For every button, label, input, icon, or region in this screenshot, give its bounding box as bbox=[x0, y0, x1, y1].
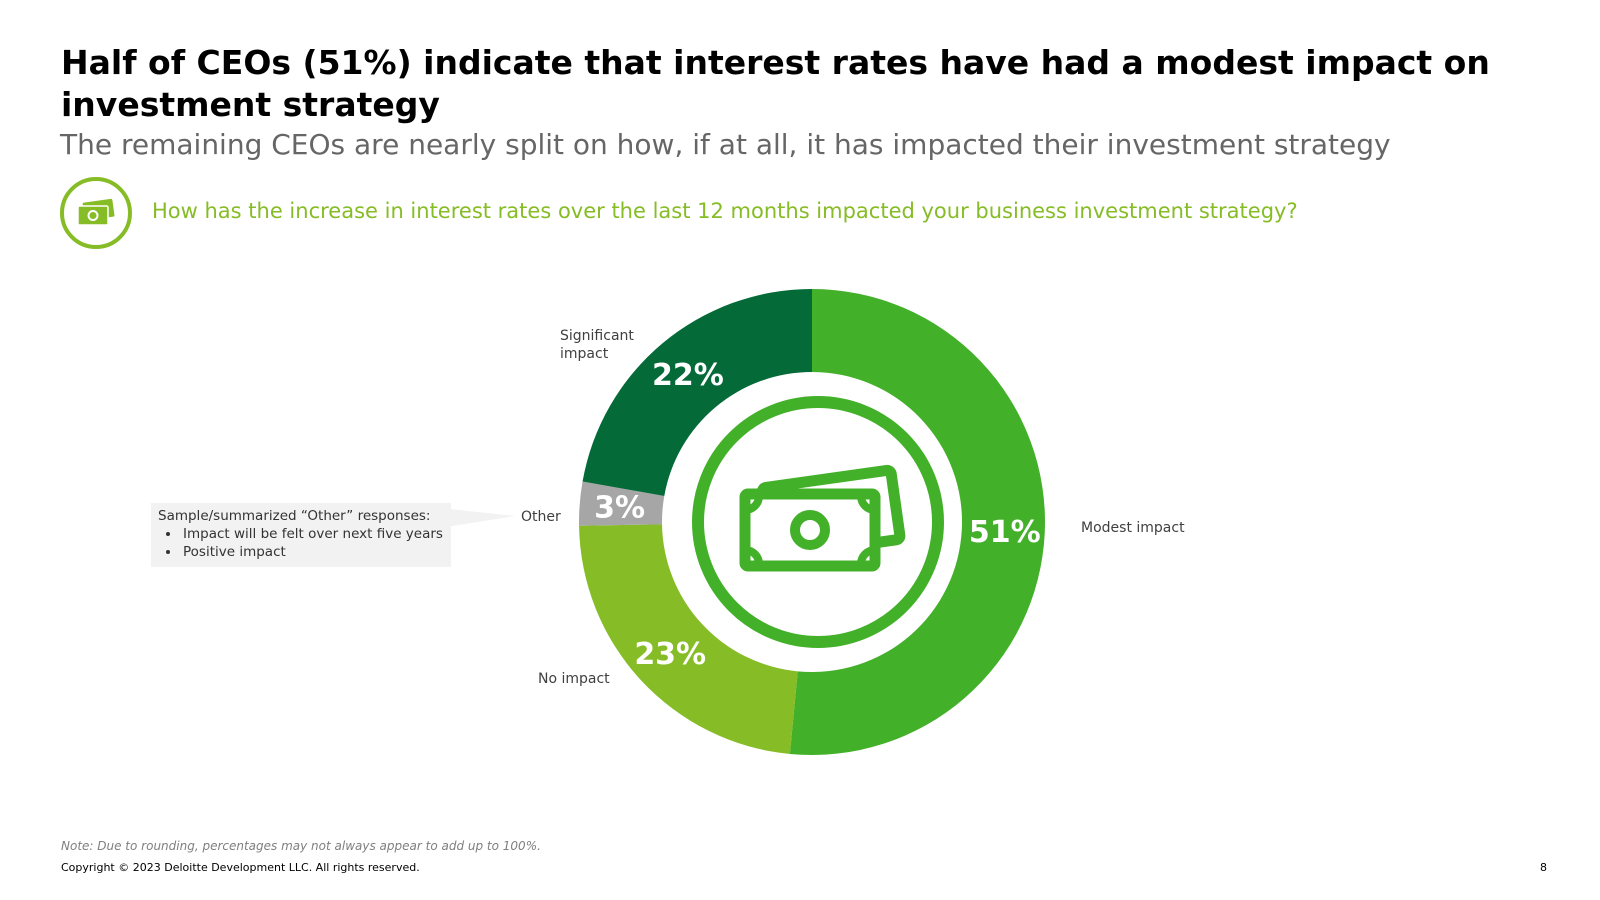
category-label-significant-impact: Significant impact bbox=[560, 328, 634, 362]
money-bills-icon bbox=[692, 396, 944, 648]
donut-slice-no-impact bbox=[579, 524, 798, 754]
donut-slice-other bbox=[579, 481, 665, 526]
other-responses-callout bbox=[151, 503, 451, 567]
callout-list: Impact will be felt over next five years… bbox=[158, 525, 443, 561]
data-label-no-impact: 23% bbox=[634, 637, 706, 672]
data-label-modest-impact: 51% bbox=[969, 515, 1041, 550]
list-item: Positive impact bbox=[181, 543, 443, 561]
callout-content: Sample/summarized “Other” responses: Imp… bbox=[158, 507, 443, 561]
survey-question: How has the increase in interest rates o… bbox=[152, 199, 1298, 223]
page-title: Half of CEOs (51%) indicate that interes… bbox=[61, 43, 1490, 124]
callout-heading: Sample/summarized “Other” responses: bbox=[158, 508, 431, 524]
copyright: Copyright © 2023 Deloitte Development LL… bbox=[61, 861, 420, 874]
page-number: 8 bbox=[1540, 861, 1547, 874]
data-label-significant-impact: 22% bbox=[652, 358, 724, 393]
donut-slice-significant-impact bbox=[582, 289, 812, 496]
category-label-other: Other bbox=[521, 509, 561, 525]
category-label-modest-impact: Modest impact bbox=[1081, 520, 1185, 536]
donut-slice-modest-impact bbox=[789, 289, 1045, 755]
category-label-no-impact: No impact bbox=[538, 671, 610, 687]
list-item: Impact will be felt over next five years bbox=[181, 525, 443, 543]
callout-pointer bbox=[440, 508, 515, 528]
data-label-other: 3% bbox=[594, 491, 645, 526]
page-subtitle: The remaining CEOs are nearly split on h… bbox=[60, 128, 1391, 161]
money-bills-icon bbox=[60, 177, 132, 249]
footnote: Note: Due to rounding, percentages may n… bbox=[61, 839, 541, 853]
